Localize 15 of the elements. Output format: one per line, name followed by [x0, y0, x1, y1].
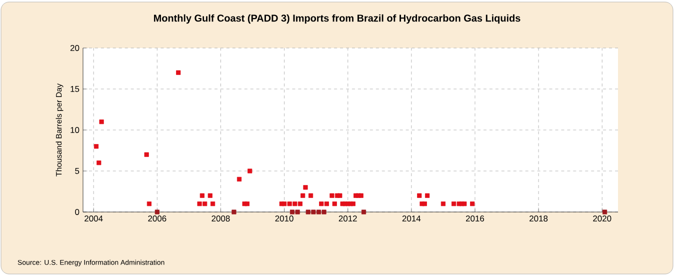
x-tick-label: 2008 — [212, 216, 230, 222]
y-tick-label: 10 — [70, 127, 80, 133]
chart-title: Monthly Gulf Coast (PADD 3) Imports from Brazil of Hydrocarbon Gas Liquids — [154, 14, 520, 24]
y-tick-label: 5 — [75, 168, 80, 174]
x-tick-label: 2006 — [148, 216, 166, 222]
x-tick-label: 2020 — [593, 216, 612, 222]
x-tick-label: 2012 — [338, 216, 357, 222]
y-tick-label: 15 — [70, 86, 80, 92]
x-tick-label: 2016 — [466, 216, 484, 222]
y-tick-label: 20 — [70, 45, 80, 51]
x-tick-label: 2004 — [84, 216, 103, 222]
y-tick-label: 0 — [75, 209, 80, 215]
x-tick-label: 2010 — [275, 216, 294, 222]
x-tick-label: 2018 — [530, 216, 548, 222]
x-tick-label: 2014 — [402, 216, 421, 222]
